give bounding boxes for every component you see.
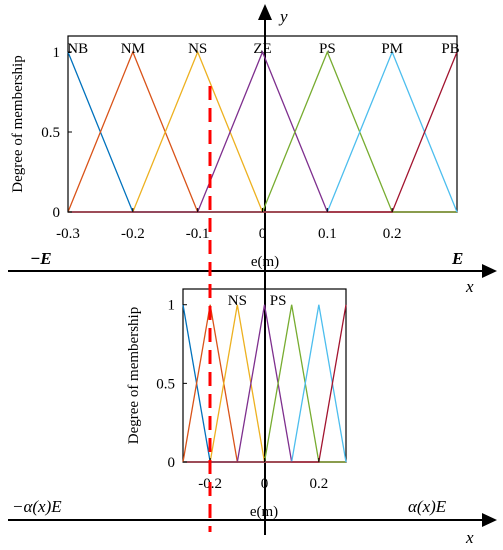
- x-axis-arrowhead-2: [482, 513, 497, 527]
- set-label-ps: PS: [319, 41, 336, 57]
- x-tick-label: -0.2: [121, 226, 145, 242]
- plot-frame: [67, 35, 458, 213]
- series-pb: [68, 51, 458, 213]
- x-axis-label-1: x: [465, 277, 474, 296]
- plots-layer: -0.3 -0.2 -0.1 0 0.1 0.2 0 0.5 1 Degree of member…: [10, 35, 460, 520]
- series-nb: [67, 51, 457, 213]
- x-tick-label: -0.1: [186, 226, 210, 242]
- y-tick-label: 0: [53, 205, 61, 221]
- global-axes: y x x −E E −α(x)E α(x)E: [8, 4, 497, 547]
- y-tick-label: 1: [53, 45, 61, 61]
- y-tick-label: 0.5: [41, 125, 60, 141]
- y-axis-label: y: [278, 7, 288, 26]
- x-tick-label: 0: [261, 476, 269, 492]
- x-axis-arrowhead-1: [482, 264, 497, 278]
- set-label-ze: ZE: [253, 41, 271, 57]
- series-ze: [68, 50, 457, 213]
- series-nm: [67, 50, 457, 213]
- set-label-nm: NM: [121, 41, 145, 57]
- y-tick-label: 0.5: [156, 376, 175, 392]
- x-tick-label: 0.2: [309, 476, 328, 492]
- x-axis-title: e(m): [251, 254, 279, 270]
- set-label-pb: PB: [441, 41, 459, 57]
- x-tick-label: -0.3: [56, 226, 80, 242]
- chart-panel-1: -0.3 -0.2 -0.1 0 0.1 0.2 0 0.5 1 Degree of member…: [10, 35, 460, 270]
- x-axis-label-2: x: [465, 528, 474, 547]
- set-label-nb: NB: [67, 41, 88, 57]
- neg-E-label: −E: [30, 249, 52, 268]
- neg-alpha-E-label: −α(x)E: [12, 497, 62, 516]
- y-axis-title: Degree of membership: [126, 307, 142, 444]
- y-axis-arrowhead: [258, 4, 272, 20]
- set-label-ps: PS: [270, 293, 287, 309]
- y-axis-title: Degree of membership: [10, 55, 26, 192]
- series-pm: [68, 50, 458, 213]
- set-label-ns: NS: [188, 41, 207, 57]
- x-axis-title: e(m): [250, 504, 278, 520]
- y-tick-label: 1: [168, 298, 176, 314]
- x-tick-label: 0.2: [383, 226, 402, 242]
- series-ps: [68, 50, 457, 213]
- pos-E-label: E: [451, 249, 463, 268]
- x-tick-label: 0: [259, 226, 267, 242]
- series-ns: [68, 50, 457, 213]
- x-tick-label: 0.1: [318, 226, 337, 242]
- y-tick-label: 0: [168, 455, 176, 471]
- pos-alpha-E-label: α(x)E: [408, 497, 447, 516]
- set-label-pm: PM: [381, 41, 403, 57]
- set-label-ns: NS: [228, 293, 247, 309]
